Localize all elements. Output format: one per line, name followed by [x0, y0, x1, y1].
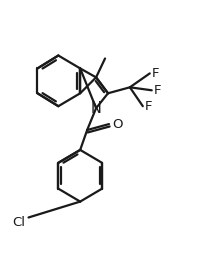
Text: F: F — [154, 84, 161, 97]
Text: F: F — [145, 100, 152, 113]
Text: Cl: Cl — [12, 217, 26, 230]
Text: F: F — [152, 67, 159, 80]
Text: O: O — [112, 118, 123, 131]
Text: N: N — [91, 101, 101, 116]
